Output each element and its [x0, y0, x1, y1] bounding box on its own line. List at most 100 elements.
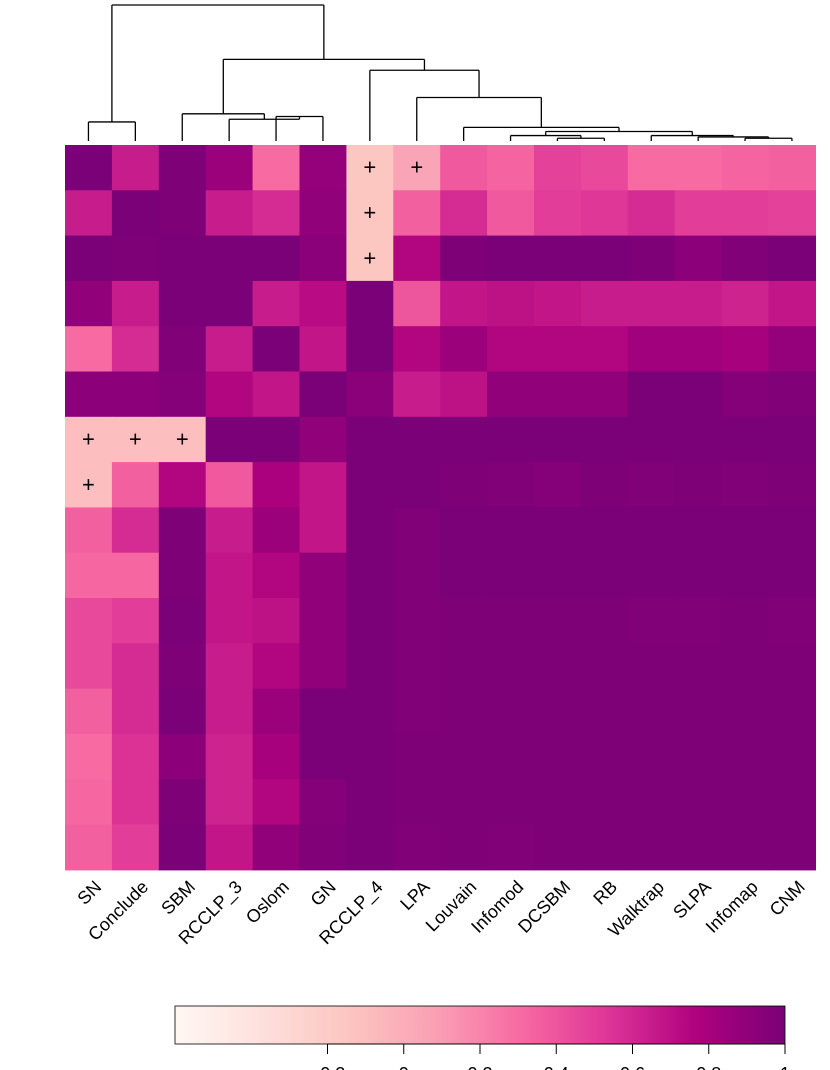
heatmap-cell-r15-RCCLP_3 [205, 824, 254, 871]
heatmap-cell-r10-RCCLP_4 [346, 598, 394, 644]
heatmap-cell-r4-SBM [158, 326, 207, 373]
heatmap-cell-r0-DCSBM [534, 145, 582, 191]
heatmap-cell-r14-Walktrap [627, 779, 676, 826]
heatmap-cell-r13-GN [299, 733, 347, 780]
heatmap-cell-r13-CNM [768, 733, 816, 780]
heatmap-cell-r6-Oslom [252, 416, 301, 463]
heatmap-cell-r11-SLPA [674, 643, 723, 690]
heatmap-cell-r2-Conclude [111, 235, 160, 282]
heatmap-cell-r14-Infomap [721, 779, 770, 826]
heatmap-cell-r11-Oslom [252, 643, 301, 690]
heatmap-cell-r4-SN [65, 326, 113, 373]
heatmap-cell-r4-DCSBM [534, 326, 582, 373]
heatmap-cell-r9-Conclude [111, 552, 160, 599]
plus-marker: + [363, 200, 376, 225]
heatmap-cell-r3-CNM [768, 280, 816, 327]
heatmap-cell-r1-Infomap [721, 190, 770, 237]
heatmap-cell-r2-CNM [768, 235, 816, 282]
heatmap-cell-r15-Infomod [487, 824, 535, 871]
heatmap-cell-r8-Infomap [721, 507, 770, 554]
heatmap-cell-r6-Conclude [111, 416, 160, 463]
heatmap-cell-r13-SN [65, 733, 113, 780]
heatmap-cell-r5-Conclude [111, 371, 160, 418]
heatmap-cell-r1-RB [580, 190, 629, 237]
heatmap-cell-r7-RCCLP_4 [346, 462, 394, 508]
heatmap-cell-r15-CNM [768, 824, 816, 871]
heatmap-cell-r8-RCCLP_3 [205, 507, 254, 554]
colorbar-tick-label: 0.4 [544, 1064, 569, 1070]
column-label-cnm: CNM [766, 877, 809, 920]
heatmap-cell-r4-Infomod [487, 326, 535, 373]
heatmap-cell-r0-RB [580, 145, 629, 191]
heatmap-cell-r11-Walktrap [627, 643, 676, 690]
heatmap-cell-r14-RB [580, 779, 629, 826]
heatmap-cell-r13-RCCLP_3 [205, 733, 254, 780]
heatmap-cell-r1-SN [65, 190, 113, 237]
heatmap-cell-r9-Walktrap [627, 552, 676, 599]
heatmap-cell-r0-RCCLP_4 [346, 145, 394, 191]
column-label-sbm: SBM [157, 877, 199, 919]
heatmap-cell-r1-Oslom [252, 190, 301, 237]
heatmap-cell-r11-LPA [393, 643, 441, 690]
heatmap-cell-r6-SN [65, 416, 113, 463]
heatmap-cell-r2-Oslom [252, 235, 301, 282]
heatmap-cell-r5-RCCLP_3 [205, 371, 254, 418]
heatmap-cell-r11-SBM [158, 643, 207, 690]
heatmap-cell-r9-Oslom [252, 552, 301, 599]
heatmap-cell-r7-SBM [158, 462, 207, 508]
column-label-dcsbm: DCSBM [514, 877, 574, 937]
heatmap-cell-r1-CNM [768, 190, 816, 237]
heatmap-cell-r5-GN [299, 371, 347, 418]
plus-marker: + [129, 426, 142, 451]
heatmap-cell-r14-SN [65, 779, 113, 826]
heatmap-cell-r8-RB [580, 507, 629, 554]
heatmap-cell-r12-DCSBM [534, 688, 582, 735]
heatmap-cell-r6-RCCLP_4 [346, 416, 394, 463]
heatmap-cell-r13-Conclude [111, 733, 160, 780]
heatmap-cell-r5-Infomod [487, 371, 535, 418]
heatmap-cell-r3-Infomod [487, 280, 535, 327]
plus-marker: + [410, 155, 423, 180]
heatmap-cell-r2-Infomod [487, 235, 535, 282]
heatmap-cell-r6-Walktrap [627, 416, 676, 463]
heatmap-cell-r14-Infomod [487, 779, 535, 826]
heatmap-cell-r7-DCSBM [534, 462, 582, 508]
heatmap-cell-r10-SN [65, 598, 113, 644]
heatmap-cell-r9-SLPA [674, 552, 723, 599]
column-label-sn: SN [73, 877, 105, 909]
colorbar-tick-label: 0.2 [467, 1064, 492, 1070]
heatmap-cell-r0-RCCLP_3 [205, 145, 254, 191]
heatmap-cell-r8-Walktrap [627, 507, 676, 554]
heatmap-cell-r4-Infomap [721, 326, 770, 373]
heatmap-cell-r6-Infomod [487, 416, 535, 463]
heatmap-cell-r8-SLPA [674, 507, 723, 554]
heatmap-cell-r15-Louvain [440, 824, 488, 871]
heatmap-cell-r14-Oslom [252, 779, 301, 826]
heatmap-cell-r15-LPA [393, 824, 441, 871]
heatmap-cell-r9-RCCLP_3 [205, 552, 254, 599]
heatmap-cell-r2-LPA [393, 235, 441, 282]
heatmap-cells [65, 145, 816, 871]
heatmap-cell-r9-Louvain [440, 552, 488, 599]
heatmap-cell-r8-Conclude [111, 507, 160, 554]
heatmap-cell-r11-Infomod [487, 643, 535, 690]
colorbar-gradient [174, 1005, 786, 1045]
heatmap-cell-r2-Infomap [721, 235, 770, 282]
heatmap-cell-r15-Infomap [721, 824, 770, 871]
heatmap-cell-r10-RCCLP_3 [205, 598, 254, 644]
heatmap-cell-r8-RCCLP_4 [346, 507, 394, 554]
heatmap-cell-r11-CNM [768, 643, 816, 690]
heatmap-cell-r1-GN [299, 190, 347, 237]
heatmap-cell-r7-Walktrap [627, 462, 676, 508]
heatmap-cell-r6-GN [299, 416, 347, 463]
plus-marker: + [176, 426, 189, 451]
heatmap-cell-r15-Conclude [111, 824, 160, 871]
heatmap-cell-r7-SLPA [674, 462, 723, 508]
heatmap-cell-r12-RB [580, 688, 629, 735]
heatmap-cell-r5-RB [580, 371, 629, 418]
heatmap-cell-r15-Oslom [252, 824, 301, 871]
heatmap-cell-r0-SLPA [674, 145, 723, 191]
heatmap-cell-r9-Infomod [487, 552, 535, 599]
heatmap-cell-r5-CNM [768, 371, 816, 418]
